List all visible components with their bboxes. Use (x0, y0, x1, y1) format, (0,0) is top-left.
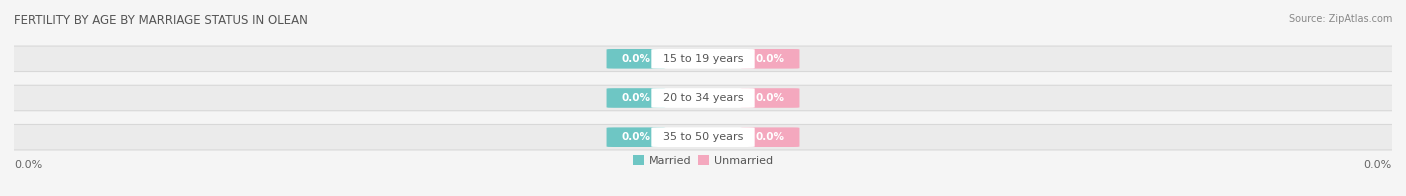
Text: 0.0%: 0.0% (621, 132, 651, 142)
Legend: Married, Unmarried: Married, Unmarried (628, 151, 778, 170)
FancyBboxPatch shape (741, 49, 800, 69)
Text: 0.0%: 0.0% (14, 160, 42, 170)
FancyBboxPatch shape (606, 88, 665, 108)
Text: 0.0%: 0.0% (755, 132, 785, 142)
FancyBboxPatch shape (4, 46, 1402, 72)
Text: 0.0%: 0.0% (621, 93, 651, 103)
Text: 0.0%: 0.0% (1364, 160, 1392, 170)
Text: 0.0%: 0.0% (755, 54, 785, 64)
FancyBboxPatch shape (741, 88, 800, 108)
FancyBboxPatch shape (651, 49, 755, 69)
FancyBboxPatch shape (651, 127, 755, 147)
Text: FERTILITY BY AGE BY MARRIAGE STATUS IN OLEAN: FERTILITY BY AGE BY MARRIAGE STATUS IN O… (14, 14, 308, 27)
Text: 35 to 50 years: 35 to 50 years (662, 132, 744, 142)
Text: 0.0%: 0.0% (621, 54, 651, 64)
FancyBboxPatch shape (4, 85, 1402, 111)
FancyBboxPatch shape (606, 127, 665, 147)
Text: 15 to 19 years: 15 to 19 years (662, 54, 744, 64)
FancyBboxPatch shape (606, 49, 665, 69)
FancyBboxPatch shape (651, 88, 755, 108)
FancyBboxPatch shape (741, 127, 800, 147)
Text: Source: ZipAtlas.com: Source: ZipAtlas.com (1288, 14, 1392, 24)
Text: 0.0%: 0.0% (755, 93, 785, 103)
FancyBboxPatch shape (4, 124, 1402, 150)
Text: 20 to 34 years: 20 to 34 years (662, 93, 744, 103)
